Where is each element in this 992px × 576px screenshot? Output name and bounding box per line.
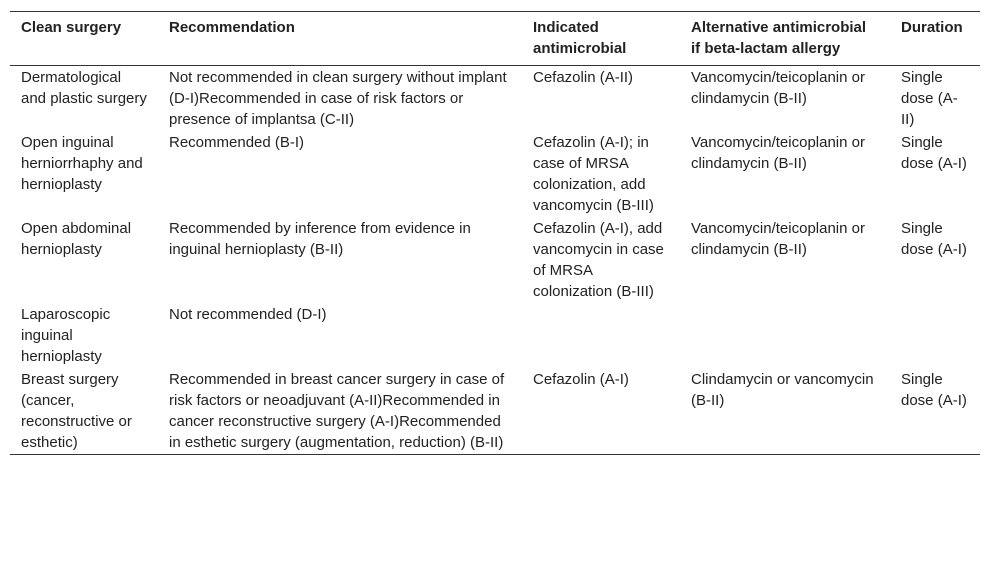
empty-cell: [522, 303, 680, 368]
table-cell: Cefazolin (A-I): [533, 371, 629, 388]
table-cell: Clindamycin or vancomycin (B-II): [691, 371, 874, 409]
empty-cell: [890, 303, 980, 368]
table-row: Dermatological and plastic surgery Not re…: [10, 66, 980, 132]
table-cell: Cefazolin (A-II): [533, 69, 634, 86]
table-cell: Cefazolin (A-I), add vancomycin in case …: [533, 220, 664, 300]
table-row: Open abdominal hernioplasty Recommended b…: [10, 217, 980, 303]
table-cell: Cefazolin (A-I); in case of MRSA coloniz…: [533, 134, 654, 214]
header-cell: Clean surgery: [10, 11, 158, 66]
header-row: Clean surgery Recommendation Indicated ant…: [10, 11, 980, 66]
table-cell: Breast surgery (cancer, reconstructive o…: [21, 371, 132, 451]
data-table: Clean surgery Recommendation Indicated ant…: [10, 11, 980, 455]
table-cell: Vancomycin/teicoplanin or clindamycin (B…: [691, 220, 865, 258]
table-cell: Single dose (A-I): [901, 371, 967, 409]
table-cell: Vancomycin/teicoplanin or clindamycin (B…: [691, 134, 865, 172]
header-cell: Indicated antimicrobial: [522, 11, 680, 66]
table-body: Dermatological and plastic surgery Not re…: [10, 66, 980, 455]
table-cell: Recommended by inference from evidence i…: [169, 220, 471, 258]
table-cell: Dermatological and plastic surgery: [21, 69, 147, 107]
header-cell: Recommendation: [158, 11, 522, 66]
table-cell: Recommended (B-I): [169, 134, 305, 151]
table-cell: Not recommended in clean surgery without…: [169, 69, 507, 128]
table-cell: Single dose (A-I): [901, 134, 967, 172]
empty-cell: [680, 303, 890, 368]
header-cell: Duration: [890, 11, 980, 66]
header-cell: Alternative antimicrobial if beta-lactam…: [680, 11, 890, 66]
table-cell: Recommended in breast cancer surgery in …: [169, 371, 505, 451]
table-cell: Laparoscopic inguinal hernioplasty: [21, 306, 111, 365]
table-cell: Not recommended (D-I): [169, 306, 327, 323]
table-cell: Open inguinal herniorrhaphy and herniopl…: [21, 134, 143, 193]
table-row: Laparoscopic inguinal hernioplasty Not re…: [10, 303, 980, 368]
table-cell: Vancomycin/teicoplanin or clindamycin (B…: [691, 69, 865, 107]
table-row: Open inguinal herniorrhaphy and herniopl…: [10, 131, 980, 217]
table-cell: Single dose (A-II): [901, 69, 958, 128]
table-cell: Open abdominal hernioplasty: [21, 220, 132, 258]
table-cell: Single dose (A-I): [901, 220, 967, 258]
table-row: Breast surgery (cancer, reconstructive o…: [10, 368, 980, 455]
